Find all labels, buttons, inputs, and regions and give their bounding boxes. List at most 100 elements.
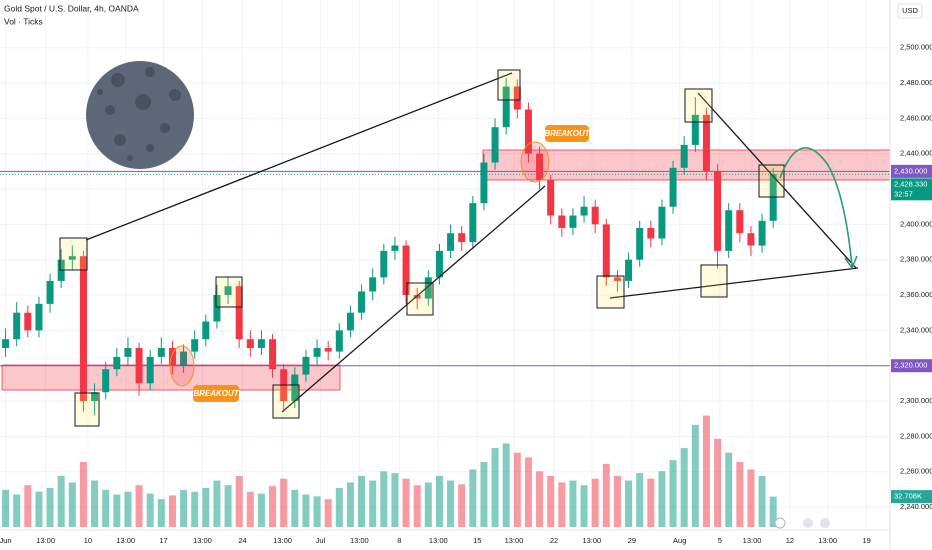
volume-bar	[580, 485, 588, 527]
y-tick-label: 2,280.000	[900, 431, 932, 440]
ellipse	[520, 141, 550, 183]
candle-body	[702, 114, 710, 172]
box	[497, 69, 521, 101]
volume-bar	[369, 480, 377, 527]
box	[406, 282, 434, 316]
candle-body	[113, 356, 121, 370]
volume-bar	[124, 491, 132, 527]
volume-bar	[46, 488, 54, 527]
candle-body	[725, 210, 733, 251]
current-price-tag	[891, 178, 932, 201]
x-tick-label: Jun	[0, 536, 12, 545]
x-tick-label: Jul	[316, 536, 326, 545]
candle-body	[613, 277, 621, 281]
x-tick-label: 13:00	[743, 536, 762, 545]
candle-body	[524, 109, 532, 154]
candle-body	[513, 86, 521, 110]
candle-body	[168, 348, 176, 366]
candle-body	[447, 233, 455, 251]
volume-bar	[758, 475, 766, 527]
volume-bar	[547, 475, 555, 527]
volume-bar	[257, 493, 265, 527]
x-tick-label: 29	[628, 536, 636, 545]
candle-body	[747, 233, 755, 246]
candle-body	[580, 206, 588, 216]
y-tick-label: 2,400.000	[900, 219, 932, 228]
x-tick-label: 13:00	[429, 536, 448, 545]
x-tick-label: 13:00	[582, 536, 601, 545]
candle-body	[124, 348, 132, 357]
annotation: BREAKOUT	[193, 389, 239, 398]
candle-body	[269, 339, 277, 370]
box	[272, 384, 300, 419]
volume-bar	[91, 480, 99, 527]
candle-body	[491, 127, 499, 163]
candle-body	[480, 162, 488, 204]
currency[interactable]: USD	[902, 6, 918, 15]
x-tick-label: 13:00	[818, 536, 837, 545]
label-bg	[545, 125, 589, 142]
candle-body	[636, 227, 644, 260]
volume-bar	[102, 489, 110, 527]
x-tick-label: 13:00	[505, 536, 524, 545]
candle-body	[402, 245, 410, 296]
volume-bar	[13, 494, 21, 527]
candle-body	[46, 280, 54, 304]
volume-bar	[491, 448, 499, 527]
candle-body	[413, 295, 421, 299]
candle-body	[202, 321, 210, 340]
volume-bar	[647, 478, 655, 527]
volume-bar	[202, 488, 210, 527]
candle-body	[224, 286, 232, 296]
volume-bar	[669, 460, 677, 527]
volume-bar	[79, 462, 87, 527]
candle-body	[680, 144, 688, 168]
candle-body	[547, 180, 555, 216]
volume-bar	[636, 473, 644, 527]
candle-body	[13, 312, 21, 340]
price-tag	[891, 164, 932, 178]
trend-line	[697, 92, 857, 269]
volume-bar	[191, 491, 199, 527]
candle-body	[469, 203, 477, 243]
volume-bar	[502, 443, 510, 527]
volume-bar	[747, 469, 755, 527]
candle-body	[625, 259, 633, 281]
price-tag-label: 2,430.000	[894, 166, 927, 175]
x-tick-label: 13:00	[350, 536, 369, 545]
candle-body	[558, 215, 566, 228]
volume-bar	[313, 496, 321, 527]
candle-body	[302, 356, 310, 375]
candle-body	[257, 339, 265, 349]
volume-bar	[714, 438, 722, 527]
box	[74, 392, 100, 427]
x-tick-label: 10	[84, 536, 92, 545]
trend-line	[281, 185, 546, 413]
event-icon	[803, 518, 813, 528]
volume-bar	[469, 469, 477, 527]
volume-bar	[180, 489, 188, 527]
candle-body	[602, 224, 610, 278]
volume-bar	[346, 482, 354, 527]
volume-bar	[613, 475, 621, 527]
y-tick-label: 2,460.000	[900, 113, 932, 122]
volume-bar	[246, 491, 254, 527]
box	[596, 275, 625, 309]
volume-bar	[35, 491, 43, 527]
price-lines	[0, 170, 890, 367]
volume-bar	[569, 480, 577, 527]
volume-bar	[691, 424, 699, 527]
candle-body	[647, 227, 655, 239]
y-tick-label: 2,440.000	[900, 149, 932, 158]
y-tick-label: 2,360.000	[900, 290, 932, 299]
event-icon	[774, 517, 786, 529]
currency-box[interactable]	[897, 3, 923, 19]
volume-bar	[380, 471, 388, 527]
volume-bar	[2, 489, 10, 527]
volume-bar	[447, 480, 455, 527]
price-tag	[891, 359, 932, 373]
volume-bar	[324, 499, 332, 527]
arrow-head	[844, 255, 858, 270]
candle-body	[335, 330, 343, 352]
